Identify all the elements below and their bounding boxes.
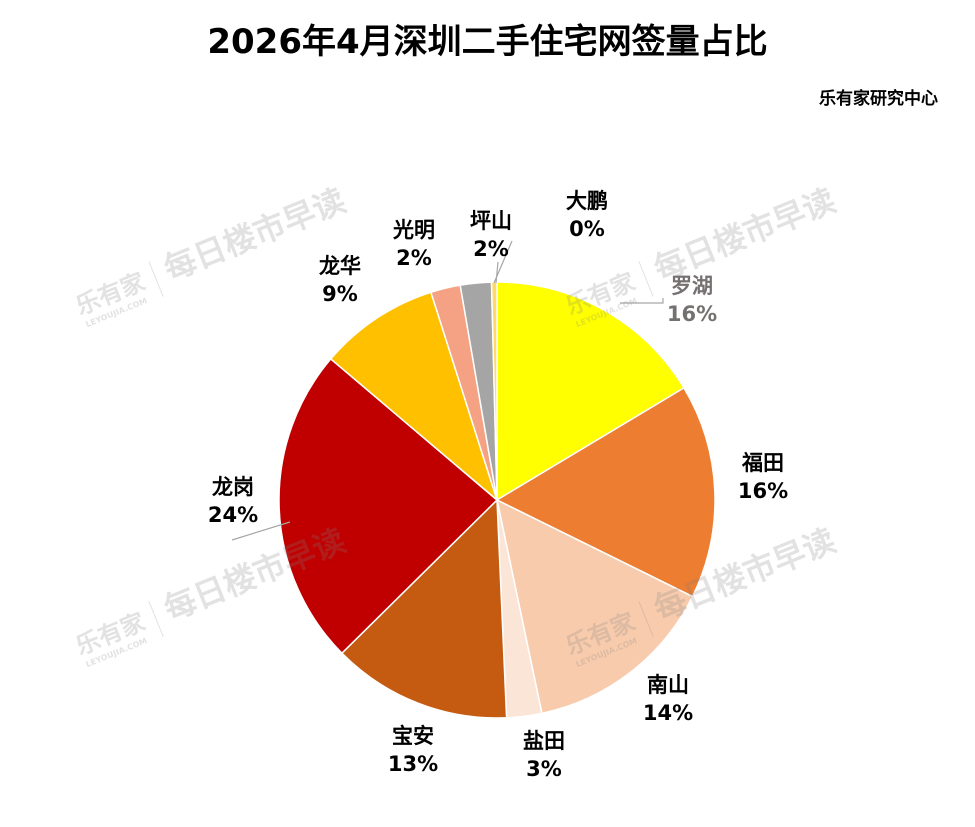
slice-label-percent-2: 14% bbox=[643, 701, 693, 725]
leader-lines bbox=[231, 240, 664, 541]
slice-label-name-0: 罗湖 bbox=[671, 274, 713, 298]
slice-label-name-1: 福田 bbox=[741, 451, 784, 475]
watermark-divider bbox=[148, 601, 164, 637]
watermark-divider bbox=[638, 261, 654, 297]
slice-label-name-6: 龙华 bbox=[319, 254, 361, 278]
leader-line-0 bbox=[620, 298, 664, 304]
slice-label-percent-4: 13% bbox=[388, 752, 438, 776]
slice-label-percent-8: 2% bbox=[473, 237, 509, 261]
slice-label-percent-7: 2% bbox=[396, 246, 432, 270]
watermark-divider bbox=[148, 261, 164, 297]
slice-label-percent-0: 16% bbox=[667, 302, 717, 326]
chart-source: 乐有家研究中心 bbox=[819, 89, 938, 109]
slice-label-percent-9: 0% bbox=[569, 217, 605, 241]
slice-label-name-2: 南山 bbox=[647, 673, 689, 697]
slice-labels: 罗湖 16% 福田 16% 南山 14% 盐田 3% 宝安 13% 龙岗 24% 龙华 9% 光明 2% 坪山 2… bbox=[208, 189, 788, 781]
chart-title: 2026年4月深圳二手住宅网签量占比 bbox=[207, 22, 768, 62]
slice-label-percent-5: 24% bbox=[208, 503, 258, 527]
slice-label-percent-6: 9% bbox=[322, 282, 358, 306]
leader-line-9 bbox=[495, 261, 499, 284]
leader-line-5 bbox=[231, 521, 291, 541]
slice-label-percent-3: 3% bbox=[526, 757, 562, 781]
slice-label-name-4: 宝安 bbox=[392, 724, 434, 748]
pie-slice-2 bbox=[495, 498, 694, 715]
pie-slices bbox=[278, 281, 716, 719]
slice-label-name-7: 光明 bbox=[392, 218, 435, 242]
pie-slice-0 bbox=[496, 281, 685, 502]
slice-label-name-3: 盐田 bbox=[523, 729, 565, 753]
pie-slice-4 bbox=[340, 498, 508, 719]
pie-slice-6 bbox=[329, 291, 499, 503]
slice-label-percent-1: 16% bbox=[738, 479, 788, 503]
pie-slice-1 bbox=[495, 386, 716, 598]
pie-slice-5 bbox=[278, 357, 499, 655]
watermark-divider bbox=[638, 601, 654, 637]
watermark-slogan: 每日楼市早读 bbox=[649, 181, 841, 288]
slice-label-name-8: 坪山 bbox=[470, 209, 512, 233]
slice-label-name-9: 大鹏 bbox=[566, 189, 608, 213]
slice-label-name-5: 龙岗 bbox=[212, 475, 254, 499]
